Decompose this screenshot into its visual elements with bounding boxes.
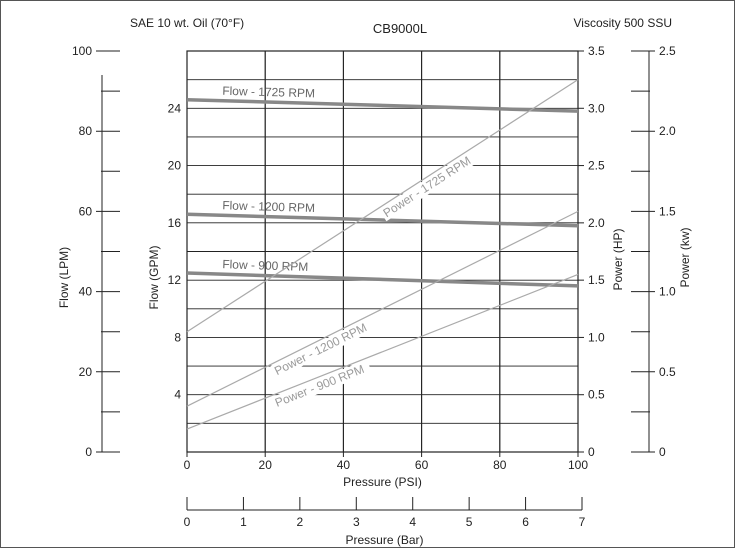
bar-tick-label: 5	[466, 515, 473, 529]
series-label-group: Flow - 1200 RPM	[222, 198, 315, 215]
psi-tick-label: 80	[493, 458, 507, 472]
power-line-900-rpm	[186, 273, 579, 430]
hp-tick-label: 0.5	[588, 388, 605, 402]
series-label-group: Flow - 900 RPM	[222, 257, 308, 274]
lpm-tick-label: 40	[79, 285, 93, 299]
kw-tick-label: 1.0	[659, 285, 676, 299]
kw-tick-label: 2.0	[659, 124, 676, 138]
bar-tick-label: 4	[409, 515, 416, 529]
psi-tick-label: 0	[184, 458, 191, 472]
series-label-group: Flow - 1725 RPM	[222, 84, 315, 101]
chart-axis-labels: Pressure (PSI) Pressure (Bar) Flow (LPM) Fl…	[57, 227, 692, 547]
gpm-tick-label: 20	[168, 159, 182, 173]
power-line-1200-rpm	[186, 210, 579, 407]
gpm-tick-label: 16	[168, 216, 182, 230]
lpm-tick-label: 60	[79, 204, 93, 218]
hp-axis-title: Power (HP)	[611, 228, 625, 290]
series-label-background	[378, 150, 479, 222]
gpm-tick-label: 8	[174, 330, 181, 344]
psi-tick-label: 20	[259, 458, 273, 472]
chart-title: CB9000L	[373, 21, 427, 36]
lpm-tick-label: 0	[85, 445, 92, 459]
lpm-tick-label: 100	[72, 44, 92, 58]
lpm-tick-label: 80	[79, 124, 93, 138]
kw-tick-label: 0.5	[659, 365, 676, 379]
series-label: Flow - 1200 RPM	[222, 198, 315, 215]
bar-tick-label: 6	[522, 515, 529, 529]
bar-tick-label: 7	[579, 515, 586, 529]
lpm-axis-title: Flow (LPM)	[57, 247, 71, 308]
flow-line-900-rpm	[186, 271, 579, 288]
hp-tick-label: 1.0	[588, 330, 605, 344]
bar-tick-label: 1	[240, 515, 247, 529]
bar-axis-title: Pressure (Bar)	[345, 533, 423, 547]
kw-tick-label: 2.5	[659, 44, 676, 58]
series-label-background	[271, 359, 373, 411]
gpm-axis-title: Flow (GPM)	[147, 246, 161, 310]
hp-tick-label: 3.0	[588, 101, 605, 115]
psi-axis-title: Pressure (PSI)	[343, 475, 422, 489]
kw-tick-label: 1.5	[659, 204, 676, 218]
psi-tick-label: 40	[337, 458, 351, 472]
power-line-1725-rpm	[186, 79, 579, 333]
hp-tick-label: 1.5	[588, 273, 605, 287]
series-label: Flow - 1725 RPM	[222, 84, 315, 101]
psi-tick-label: 100	[568, 458, 588, 472]
hp-tick-label: 0	[588, 445, 595, 459]
hp-tick-label: 2.5	[588, 159, 605, 173]
kw-axis-title: Power (kw)	[678, 227, 692, 287]
series-label-background	[270, 317, 375, 379]
gpm-tick-label: 4	[174, 388, 181, 402]
bar-tick-label: 2	[297, 515, 304, 529]
bar-tick-label: 3	[353, 515, 360, 529]
hp-tick-label: 3.5	[588, 44, 605, 58]
flow-line-1200-rpm	[186, 212, 579, 228]
bar-tick-label: 0	[184, 515, 191, 529]
flow-line-1725-rpm	[186, 97, 579, 113]
gpm-tick-label: 12	[168, 273, 182, 287]
kw-tick-label: 0	[659, 445, 666, 459]
lpm-tick-label: 20	[79, 365, 93, 379]
fluid-label: SAE 10 wt. Oil (70°F)	[130, 16, 244, 30]
plot-grid	[186, 50, 579, 453]
psi-tick-label: 60	[415, 458, 429, 472]
viscosity-label: Viscosity 500 SSU	[574, 16, 673, 30]
hp-tick-label: 2.0	[588, 216, 605, 230]
gpm-tick-label: 24	[168, 101, 182, 115]
series-label: Flow - 900 RPM	[222, 257, 308, 274]
